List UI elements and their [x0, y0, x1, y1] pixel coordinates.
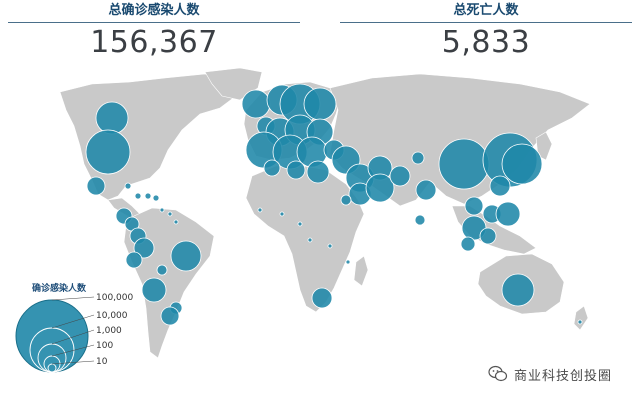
case-bubble [144, 192, 152, 200]
case-bubble [173, 219, 179, 225]
case-bubble [241, 89, 271, 119]
legend-leader-4 [51, 360, 95, 365]
legend-circle-0 [15, 299, 89, 373]
case-bubble [389, 165, 411, 187]
legend-title: 确诊感染人数 [32, 284, 87, 294]
case-bubble [327, 243, 333, 249]
case-bubble [160, 306, 180, 326]
case-bubble [170, 240, 202, 272]
case-bubble [125, 251, 143, 269]
watermark-text: 商业科技创投圈 [514, 368, 613, 384]
legend-label-100: 100 [96, 341, 114, 351]
case-bubble [159, 207, 165, 213]
case-bubble [124, 182, 132, 190]
confirmed-divider [8, 22, 300, 23]
case-bubble [152, 194, 160, 202]
case-bubble [141, 277, 167, 303]
case-bubble [156, 264, 168, 276]
case-bubble [464, 196, 484, 216]
case-bubble [95, 101, 129, 135]
case-bubble [311, 287, 333, 309]
legend-leader-3 [51, 344, 95, 357]
case-bubble [501, 143, 543, 185]
case-bubble [257, 207, 263, 213]
case-bubble [365, 173, 395, 203]
case-bubble [303, 87, 337, 121]
case-bubble [479, 227, 497, 245]
deaths-label: 总死亡人数 [453, 3, 519, 18]
case-bubble [415, 179, 437, 201]
legend-label-10000: 10,000 [96, 311, 128, 321]
case-bubble [133, 237, 155, 259]
deaths-value: 5,833 [441, 25, 531, 60]
world-map [15, 67, 591, 373]
case-bubble [501, 273, 535, 307]
legend-leader-0 [51, 296, 95, 301]
case-bubbles [85, 83, 583, 326]
case-bubble [411, 151, 425, 165]
case-bubble [306, 160, 330, 184]
watermark: 商业科技创投圈 [488, 364, 612, 384]
legend-label-100000: 100,000 [96, 293, 134, 303]
case-bubble [86, 176, 106, 196]
legend-leader-1 [51, 314, 95, 329]
case-bubble [340, 194, 352, 206]
case-bubble [279, 211, 285, 217]
case-bubble [414, 214, 426, 226]
legend-leader-2 [51, 329, 95, 345]
case-bubble [577, 319, 583, 325]
case-bubble [263, 159, 281, 177]
case-bubble [489, 175, 511, 197]
land-new-zealand [573, 305, 589, 331]
legend-circles [15, 296, 95, 373]
case-bubble [460, 236, 476, 252]
stats-header: 总确诊感染人数 156,367 总死亡人数 5,833 [0, 0, 640, 68]
land-north-america [59, 73, 237, 201]
land-africa [245, 165, 365, 313]
case-bubble [297, 221, 303, 227]
legend-label-1000: 1,000 [96, 326, 122, 336]
deaths-divider [340, 22, 632, 23]
confirmed-value: 156,367 [90, 25, 218, 60]
case-bubble [495, 201, 521, 227]
case-bubble [134, 192, 142, 200]
legend-label-10: 10 [96, 357, 108, 367]
case-bubble [85, 129, 131, 175]
land-madagascar [353, 255, 369, 287]
case-bubble [286, 160, 306, 180]
deaths-stat: 总死亡人数 5,833 [340, 2, 632, 63]
case-bubble [438, 138, 490, 190]
case-bubble [345, 259, 351, 265]
confirmed-stat: 总确诊感染人数 156,367 [8, 2, 300, 63]
case-bubble [167, 211, 173, 217]
wechat-icon [488, 365, 508, 382]
case-bubble [307, 237, 313, 243]
confirmed-label: 总确诊感染人数 [108, 3, 200, 18]
